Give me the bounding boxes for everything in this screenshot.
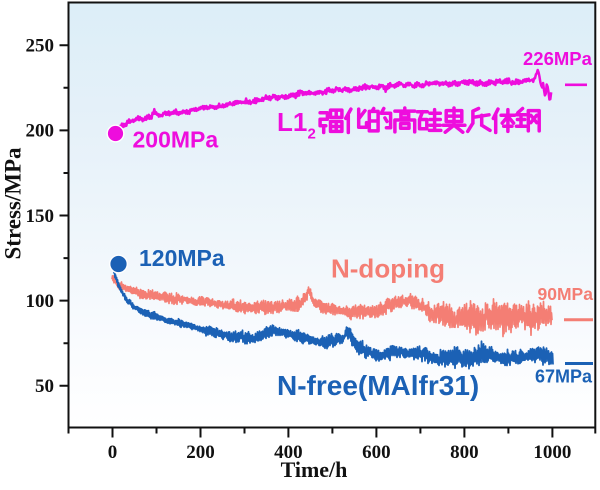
svg-text:120MPa: 120MPa	[139, 245, 225, 271]
svg-text:150: 150	[26, 206, 55, 227]
svg-text:200: 200	[186, 442, 215, 463]
svg-text:1000: 1000	[533, 442, 571, 463]
svg-text:226MPa: 226MPa	[523, 48, 593, 69]
svg-text:200MPa: 200MPa	[133, 127, 219, 153]
svg-text:N-free(MAlfr31): N-free(MAlfr31)	[277, 370, 479, 401]
svg-text:0: 0	[108, 442, 118, 463]
svg-text:Stress/MPa: Stress/MPa	[1, 147, 26, 260]
svg-text:600: 600	[362, 442, 391, 463]
svg-text:N-doping: N-doping	[331, 254, 445, 284]
svg-text:250: 250	[26, 36, 55, 57]
svg-text:50: 50	[35, 376, 54, 397]
svg-text:67MPa: 67MPa	[535, 367, 593, 387]
svg-text:L1: L1	[277, 107, 307, 137]
svg-text:2: 2	[308, 126, 316, 143]
svg-text:800: 800	[450, 442, 479, 463]
svg-text:100: 100	[26, 291, 55, 312]
svg-text:Time/h: Time/h	[281, 457, 348, 482]
svg-text:90MPa: 90MPa	[538, 284, 594, 304]
svg-text:400: 400	[274, 442, 303, 463]
svg-text:200: 200	[26, 121, 55, 142]
